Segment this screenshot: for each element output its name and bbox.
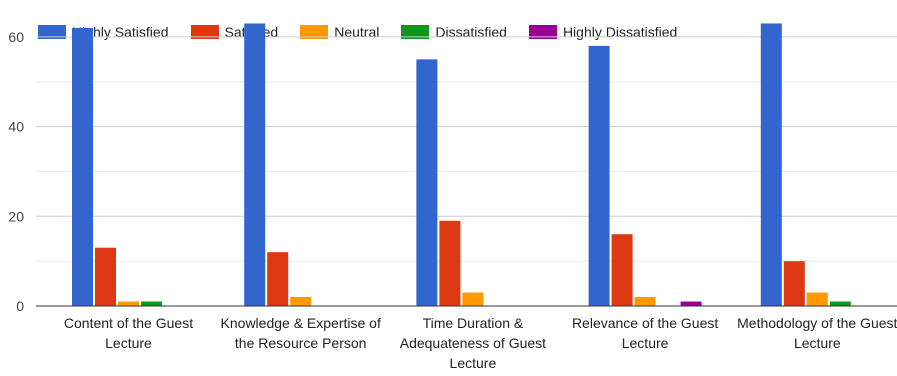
x-category-label: Content of the Guest Lecture (64, 315, 193, 351)
x-category-label: Knowledge & Expertise of the Resource Per… (221, 315, 381, 351)
x-category-label: Time Duration & Adequateness of Guest Lect… (400, 315, 546, 371)
bar-neutral[interactable] (806, 292, 828, 306)
legend-label-highly-dissatisfied: Highly Dissatisfied (562, 24, 678, 40)
legend-label-neutral: Neutral (334, 24, 380, 40)
legend-swatch-neutral (300, 25, 329, 39)
bar-satisfied[interactable] (611, 234, 633, 306)
bar-satisfied[interactable] (439, 220, 461, 306)
legend-swatch-satisfied (190, 25, 219, 39)
x-category-label: Methodology of the Guest Lecture (737, 315, 897, 351)
y-tick-label: 0 (16, 298, 24, 314)
legend-label-highly-satisfied: Highly Satisfied (72, 24, 169, 40)
legend-item-neutral[interactable]: Neutral (300, 24, 379, 40)
legend-label-dissatisfied: Dissatisfied (435, 24, 507, 40)
bar-satisfied[interactable] (783, 261, 805, 306)
legend-item-highly-satisfied[interactable]: Highly Satisfied (38, 24, 169, 40)
bar-satisfied[interactable] (95, 247, 116, 306)
legend-swatch-highly-dissatisfied (528, 25, 557, 39)
bar-highly-satisfied[interactable] (588, 45, 610, 307)
bar-satisfied[interactable] (267, 252, 289, 306)
bar-highly-satisfied[interactable] (416, 59, 438, 307)
y-tick-label: 60 (8, 29, 24, 45)
legend-swatch-dissatisfied (401, 25, 430, 39)
y-tick-label: 20 (8, 208, 24, 224)
bar-highly-satisfied[interactable] (244, 23, 266, 306)
bar-neutral[interactable] (634, 297, 656, 306)
x-category-label: Relevance of the Guest Lecture (572, 315, 718, 351)
bar-dissatisfied[interactable] (141, 301, 162, 306)
bar-highly-satisfied[interactable] (72, 27, 93, 307)
bar-neutral[interactable] (462, 292, 484, 306)
bar-neutral[interactable] (118, 301, 139, 306)
bar-dissatisfied[interactable] (829, 301, 851, 306)
bar-highly-satisfied[interactable] (760, 23, 782, 306)
legend-item-highly-dissatisfied[interactable]: Highly Dissatisfied (528, 24, 678, 40)
bar-neutral[interactable] (290, 297, 312, 306)
y-tick-label: 40 (8, 119, 24, 135)
bar-highly-dissatisfied[interactable] (680, 301, 702, 306)
legend-item-dissatisfied[interactable]: Dissatisfied (401, 24, 507, 40)
legend-swatch-highly-satisfied (38, 25, 66, 39)
